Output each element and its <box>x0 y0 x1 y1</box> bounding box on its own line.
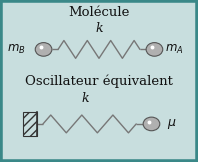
Text: $m_A$: $m_A$ <box>165 43 184 56</box>
Circle shape <box>143 117 160 131</box>
Bar <box>23 112 37 136</box>
Text: k: k <box>81 92 89 104</box>
Circle shape <box>146 43 163 56</box>
Text: $m_B$: $m_B$ <box>7 43 26 56</box>
Text: k: k <box>95 22 103 35</box>
Text: $\mu$: $\mu$ <box>167 117 177 131</box>
Text: Oscillateur équivalent: Oscillateur équivalent <box>25 74 173 88</box>
Circle shape <box>35 43 52 56</box>
Text: Molécule: Molécule <box>68 6 130 19</box>
